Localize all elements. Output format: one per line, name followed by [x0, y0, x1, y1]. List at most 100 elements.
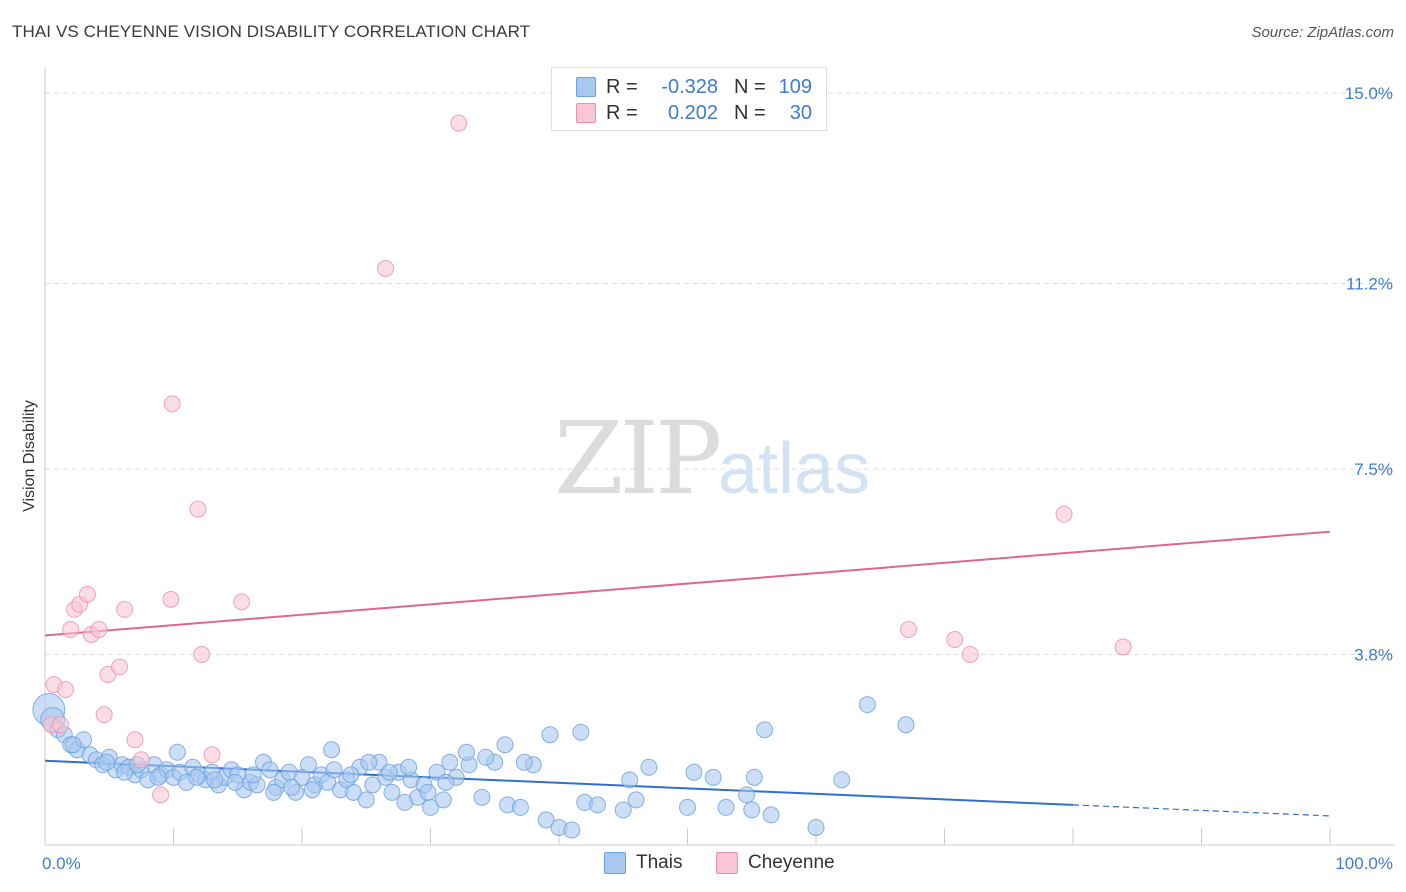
cheyenne-point [116, 600, 134, 618]
legend-n-label: N = [734, 75, 766, 98]
cheyenne-point [946, 630, 964, 648]
thais-point [589, 796, 607, 814]
legend-r-value: -0.328 [661, 75, 718, 98]
thais-point [717, 798, 735, 816]
thais-point [303, 781, 321, 799]
cheyenne-point [57, 681, 75, 699]
legend-r-label: R = [606, 101, 638, 124]
cheyenne-point [126, 731, 144, 749]
axes [44, 67, 1395, 846]
thais-point [441, 753, 459, 771]
thais-point [515, 753, 533, 771]
thais-point [679, 798, 696, 816]
thais-point [541, 726, 559, 744]
cheyenne-point [193, 646, 211, 664]
thais-legend-label: Thais [636, 852, 683, 873]
thais-legend-icon [604, 852, 626, 874]
cheyenne-point [51, 716, 69, 734]
cheyenne-point [377, 260, 395, 278]
legend-n-value: 30 [789, 101, 812, 124]
legend-n-label: N = [734, 101, 766, 124]
grid-lines [45, 92, 1395, 656]
thais-point [762, 806, 780, 824]
thais-point [473, 788, 491, 806]
legend-row-thais: R = -0.328 N = 109 [576, 75, 812, 99]
thais-point [858, 696, 876, 714]
thais-point [434, 791, 452, 809]
thais-point [64, 736, 82, 754]
thais-point [537, 811, 555, 829]
cheyenne-point [95, 706, 113, 724]
thais-point [563, 821, 581, 839]
y-tick-label: 11.2% [1346, 275, 1393, 294]
legend-row-cheyenne: R = 0.202 N = 30 [576, 101, 812, 125]
thais-point [261, 761, 279, 779]
thais-point [323, 741, 341, 759]
thais-point [188, 768, 206, 786]
thais-point [572, 723, 590, 741]
thais-point [299, 756, 317, 774]
thais-point [897, 716, 915, 734]
cheyenne-point [132, 751, 150, 769]
correlation-legend: R = -0.328 N = 109 R = 0.202 N = 30 [551, 67, 827, 131]
thais-trend-extension [1072, 804, 1331, 817]
thais-point [419, 783, 437, 801]
thais-point [477, 748, 495, 766]
thais-point [704, 768, 722, 786]
thais-point [621, 771, 639, 789]
bottom-legend-cheyenne: Cheyenne [716, 852, 835, 874]
y-axis-label: Vision Disability [21, 400, 38, 512]
thais-point [265, 783, 283, 801]
thais-point [640, 758, 658, 776]
thais-point [756, 721, 774, 739]
thais-point [400, 758, 418, 776]
data-points [32, 114, 1132, 839]
thais-point [116, 763, 134, 781]
thais-point [226, 773, 244, 791]
cheyenne-point [152, 786, 170, 804]
cheyenne-point [450, 114, 468, 132]
cheyenne-point [162, 590, 180, 608]
thais-point [168, 743, 186, 761]
cheyenne-point [78, 585, 96, 603]
x-tick-label: 0.0% [42, 854, 81, 873]
cheyenne-point [900, 620, 918, 638]
thais-point [743, 801, 761, 819]
source-label: Source: ZipAtlas.com [1251, 24, 1394, 41]
thais-point [325, 761, 343, 779]
thais-point [745, 768, 763, 786]
thais-point [360, 753, 378, 771]
cheyenne-point [163, 395, 181, 413]
cheyenne-legend-label: Cheyenne [748, 852, 835, 873]
cheyenne-point [62, 620, 80, 638]
cheyenne-point [111, 658, 129, 676]
thais-point [98, 753, 116, 771]
y-tick-label: 15.0% [1345, 84, 1393, 103]
thais-point [383, 783, 401, 801]
thais-point [496, 736, 514, 754]
thais-point [342, 766, 360, 784]
thais-point [206, 771, 224, 789]
y-tick-label: 7.5% [1354, 460, 1393, 479]
cheyenne-point [961, 646, 979, 664]
cheyenne-trend-line [44, 530, 1331, 637]
cheyenne-point [1114, 638, 1132, 656]
thais-point [807, 818, 825, 836]
cheyenne-point [203, 746, 221, 764]
cheyenne-point [1055, 505, 1073, 523]
legend-r-value: 0.202 [667, 101, 718, 124]
cheyenne-point [90, 620, 108, 638]
x-tick-label: 100.0% [1335, 854, 1393, 873]
cheyenne-legend-icon [716, 852, 738, 874]
thais-point [627, 791, 645, 809]
thais-point [283, 778, 301, 796]
thais-point [344, 783, 362, 801]
y-tick-label: 3.8% [1354, 646, 1393, 665]
thais-point [380, 763, 398, 781]
thais-point [357, 791, 375, 809]
bottom-legend-thais: Thais [604, 852, 682, 874]
thais-point [149, 768, 167, 786]
legend-n-value: 109 [778, 75, 812, 98]
thais-point [833, 771, 851, 789]
